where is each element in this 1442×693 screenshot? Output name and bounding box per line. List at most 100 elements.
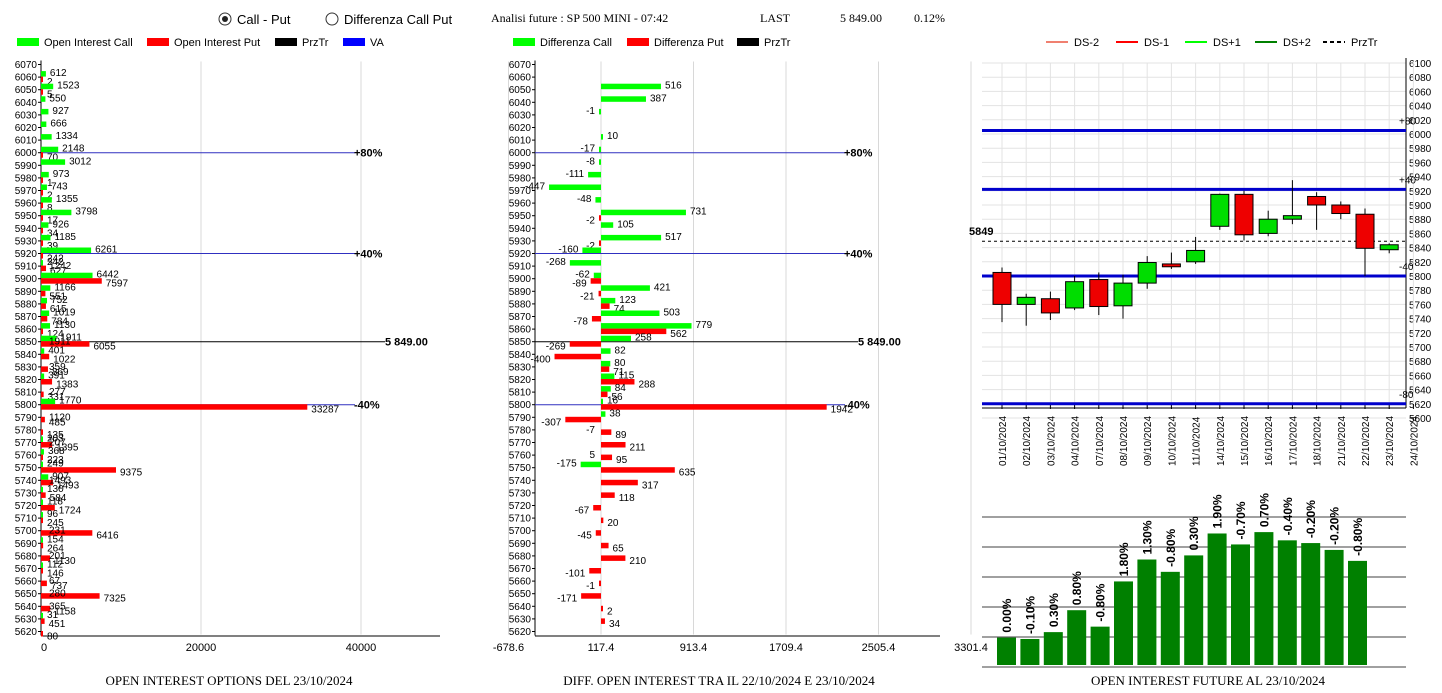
date-label: 17/10/2024	[1288, 416, 1299, 466]
y-tick-label: 5800	[1409, 272, 1432, 283]
oi-future-bar	[1137, 559, 1157, 665]
strike-label: 5930	[15, 236, 38, 247]
call-value-label: 1019	[53, 308, 76, 319]
strike-label: 5650	[15, 589, 38, 600]
strike-label: 6020	[509, 123, 532, 134]
strike-label: 5840	[15, 350, 38, 361]
put-diff-bar	[599, 215, 601, 221]
radio-label-call-put: Call - Put	[237, 12, 291, 27]
call-bar	[41, 222, 49, 228]
strike-label: 5740	[509, 476, 532, 487]
call-diff-label: 387	[650, 93, 667, 104]
level-label: -80	[1399, 390, 1414, 401]
put-diff-label: 56	[612, 392, 624, 403]
put-value-label: 784	[51, 317, 68, 328]
oi-future-bar	[1254, 532, 1274, 665]
put-value-label: 1022	[53, 354, 76, 365]
candle-body	[1258, 218, 1278, 234]
mode-radio-diff[interactable]: Differenza Call Put	[325, 12, 453, 27]
mode-radio-call-put[interactable]: Call - Put	[218, 12, 291, 27]
put-diff-bar	[601, 454, 613, 461]
call-bar	[41, 159, 66, 165]
y-tick-label: 5920	[1409, 187, 1432, 198]
strike-label: 5990	[15, 161, 38, 172]
oi-future-label: -0.80%	[1164, 528, 1178, 566]
oi-future-bar	[1184, 555, 1204, 665]
put-value-label: 34	[47, 228, 59, 239]
legend-label: VA	[370, 37, 385, 49]
put-bar	[41, 177, 43, 183]
date-label: 10/10/2024	[1167, 416, 1178, 466]
put-diff-bar	[601, 542, 609, 549]
put-value-label: 2	[47, 191, 53, 202]
oi-future-label: 1.90%	[1211, 494, 1225, 528]
put-bar	[41, 517, 43, 524]
x-tick-label: 2505.4	[862, 642, 896, 654]
put-diff-bar	[565, 416, 601, 423]
oi-future-bar	[997, 637, 1016, 665]
oi-future-label: -0.20%	[1328, 507, 1342, 545]
strike-label: 5890	[15, 287, 38, 298]
call-diff-bar	[601, 360, 611, 367]
put-value-label: 2	[47, 77, 53, 88]
call-diff-label: 516	[665, 81, 682, 92]
call-value-label: 112	[47, 560, 63, 571]
call-bar	[41, 260, 43, 266]
strike-label: 5840	[509, 350, 532, 361]
put-diff-label: 95	[616, 455, 628, 466]
oi-future-label: -0.40%	[1281, 497, 1295, 535]
candle-body	[1040, 298, 1060, 314]
put-value-label: 39	[47, 241, 59, 252]
call-diff-bar	[569, 260, 601, 266]
strike-label: 5810	[509, 388, 532, 399]
oi-future-label: 0.00%	[1000, 598, 1014, 632]
date-label: 07/10/2024	[1095, 416, 1106, 466]
strike-label: 5690	[15, 539, 38, 550]
oi-future-label: 0.70%	[1257, 493, 1271, 527]
strike-label: 5700	[509, 526, 532, 537]
call-diff-bar	[599, 159, 601, 165]
y-tick-label: 5900	[1409, 201, 1432, 212]
date-label: 23/10/2024	[1385, 416, 1396, 466]
strike-label: 6040	[509, 98, 532, 109]
strike-label: 5870	[15, 312, 38, 323]
call-diff-label: 123	[619, 295, 636, 306]
y-tick-label: 5940	[1409, 173, 1432, 184]
put-diff-bar	[593, 505, 601, 511]
strike-label: 5860	[509, 325, 532, 336]
call-bar	[41, 398, 56, 405]
call-bar	[41, 499, 43, 505]
call-diff-bar	[601, 134, 603, 140]
put-bar	[41, 152, 43, 158]
put-value-label: 5	[47, 90, 53, 101]
call-diff-bar	[593, 272, 601, 279]
y-tick-label: 5840	[1409, 244, 1432, 255]
put-value-label: 1493	[57, 480, 80, 491]
call-diff-label: -447	[525, 182, 545, 193]
put-value-label: 8	[47, 203, 53, 214]
put-bar	[41, 303, 46, 309]
strike-label: 6040	[15, 98, 38, 109]
call-value-label: 550	[49, 93, 66, 104]
strike-label: 5670	[15, 564, 38, 575]
put-value-label: 584	[50, 493, 67, 504]
oi-future-label: 0.30%	[1047, 593, 1061, 627]
y-tick-label: 5960	[1409, 158, 1432, 169]
call-diff-bar	[601, 222, 614, 228]
put-value-label: 331	[48, 392, 65, 403]
put-bar	[41, 253, 43, 259]
extra-value-label: 67	[49, 576, 61, 587]
put-value-label: 146	[47, 569, 64, 580]
put-value-label: 551	[49, 291, 66, 302]
oi-future-label: -0.70%	[1234, 501, 1248, 539]
legend-label: PrzTr	[764, 37, 791, 49]
call-value-label: 1130	[54, 320, 76, 331]
strike-label: 5860	[15, 325, 38, 336]
y-tick-label: 6060	[1409, 87, 1432, 98]
y-tick-label: 5600	[1409, 414, 1432, 425]
y-tick-label: 5640	[1409, 386, 1432, 397]
put-value-label: 33287	[311, 405, 339, 416]
put-bar	[41, 278, 102, 284]
y-tick-label: 5720	[1409, 329, 1432, 340]
